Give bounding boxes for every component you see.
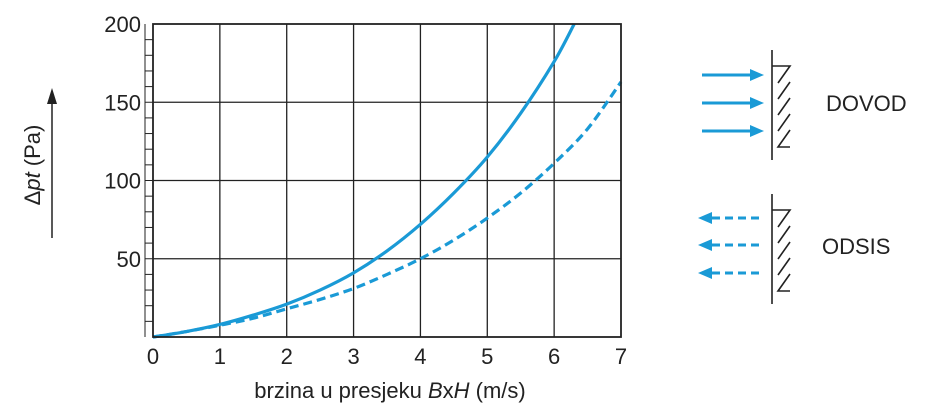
y-minor-ticks [144,24,153,337]
x-axis-label-suffix: (m/s) [470,378,526,403]
y-tick-label: 150 [104,90,141,115]
tick-labels: 0 1 2 3 4 5 6 7 50 100 150 200 [104,12,627,369]
y-axis-label-pt: pt [20,171,45,191]
x-axis-label-b: B [428,378,443,403]
x-tick-label: 3 [347,344,359,369]
x-tick-label: 4 [414,344,426,369]
x-axis-label-x: x [443,378,454,403]
y-tick-label: 200 [104,12,141,37]
x-tick-label: 0 [147,344,159,369]
y-axis-label-suffix: (Pa) [20,125,45,173]
x-tick-label: 6 [548,344,560,369]
legend-dovod-label: DOVOD [826,91,907,116]
x-tick-label: 2 [281,344,293,369]
x-tick-label: 1 [214,344,226,369]
x-axis-label-prefix: brzina u presjeku [254,378,428,403]
y-axis-label-group: Δpt (Pa) [20,88,57,238]
series-line-odsis [152,80,623,339]
series-layer [152,23,623,339]
x-axis-label: brzina u presjeku BxH (m/s) [254,378,525,403]
x-axis-label-h: H [454,378,470,403]
y-axis-arrow-head [47,88,57,104]
y-tick-label: 100 [104,169,141,194]
y-tick-label: 50 [117,247,141,272]
y-axis-label: Δpt (Pa) [20,125,45,206]
legend-dovod: DOVOD [702,50,907,160]
x-tick-label: 5 [481,344,493,369]
legend-odsis-label: ODSIS [822,234,890,259]
grid [153,24,621,337]
legend-odsis: ODSIS [698,194,890,304]
y-axis-label-delta: Δ [20,190,45,205]
legend-odsis-grille-icon [771,194,792,304]
plot-frame [152,23,622,338]
x-tick-label: 7 [615,344,627,369]
legend-dovod-arrows [702,69,764,137]
legend-dovod-grille-icon [771,50,792,160]
legend-odsis-arrows [698,212,764,279]
